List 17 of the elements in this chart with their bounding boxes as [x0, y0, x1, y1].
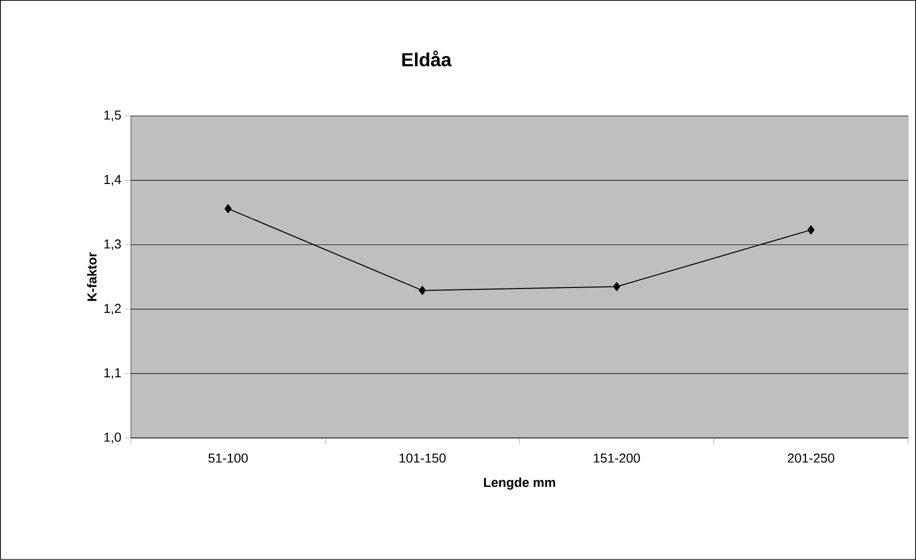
- y-axis-title: K-faktor: [87, 252, 97, 301]
- y-tick-label: 1,1: [104, 368, 121, 379]
- y-tick-label: 1,0: [104, 432, 121, 444]
- point: [224, 204, 232, 214]
- x-axis-title: Lengde mm: [484, 478, 556, 490]
- y-tick-label: 1,4: [104, 175, 122, 186]
- chart-title: Eldåa: [402, 50, 452, 66]
- y-tick-label: 1,2: [104, 304, 121, 315]
- point: [807, 225, 814, 234]
- x-tick-label: 51-100: [208, 454, 248, 463]
- x-tick-label: 151-200: [594, 454, 640, 463]
- point: [613, 282, 620, 292]
- x-tick-label: 201-250: [788, 454, 834, 463]
- point: [418, 286, 426, 296]
- y-tick-label: 1,3: [104, 239, 121, 250]
- x-tick-label: 101-150: [400, 454, 446, 463]
- y-tick-label: 1,5: [104, 110, 121, 122]
